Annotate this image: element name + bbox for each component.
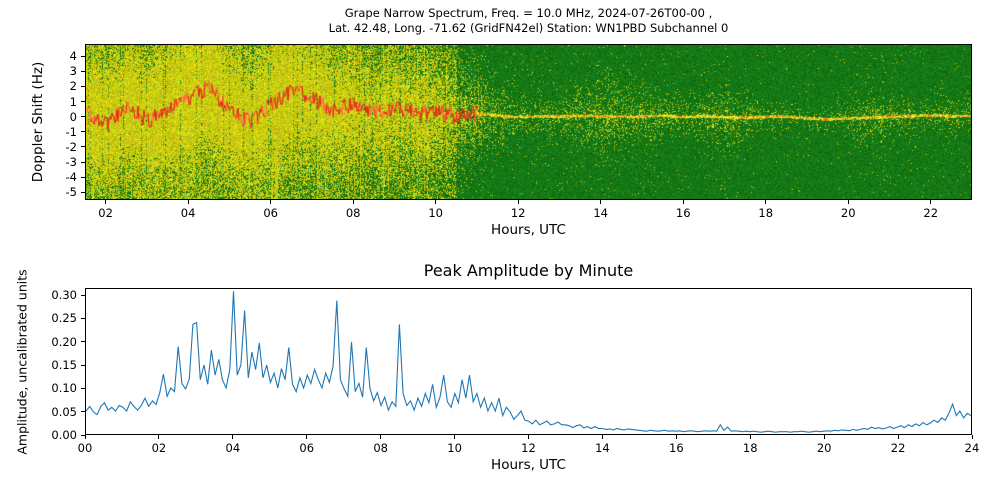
spectrogram-x-tick-label: 18: [758, 206, 774, 220]
spectrogram-xlabel: Hours, UTC: [491, 222, 566, 238]
spectrogram-y-tick-label: 3: [69, 64, 77, 79]
amplitude-x-tick-mark: [601, 435, 603, 439]
amplitude-x-tick-label: 22: [890, 441, 906, 455]
spectrogram-x-tick-label: 12: [510, 206, 526, 220]
amplitude-y-tick-mark: [81, 294, 85, 296]
amplitude-x-tick-label: 02: [151, 441, 167, 455]
spectrogram-x-tick-label: 06: [263, 206, 278, 220]
spectrogram-y-tick-mark: [81, 116, 85, 118]
spectrogram-x-tick-label: 14: [593, 206, 609, 220]
amplitude-x-tick-label: 24: [964, 441, 980, 455]
spectrogram-y-tick-label: -1: [65, 124, 77, 139]
spectrogram-x-tick-label: 02: [98, 206, 113, 220]
amplitude-x-tick-mark: [823, 435, 825, 439]
spectrogram-y-tick-label: 4: [69, 49, 77, 64]
amplitude-x-tick-label: 12: [521, 441, 536, 455]
amplitude-x-tick-mark: [749, 435, 751, 439]
amplitude-x-tick-label: 14: [595, 441, 610, 455]
spectrogram-y-tick-mark: [81, 176, 85, 178]
spectrogram-x-tick-mark: [270, 200, 272, 204]
amplitude-y-tick-label: 0.05: [51, 404, 77, 419]
spectrogram-x-tick-mark: [352, 200, 354, 204]
spectrogram-x-tick-label: 22: [923, 206, 939, 220]
spectrogram-y-tick-mark: [81, 85, 85, 87]
spectrogram-title-line1: Grape Narrow Spectrum, Freq. = 10.0 MHz,…: [344, 6, 713, 20]
spectrogram-x-tick-mark: [435, 200, 437, 204]
amplitude-xlabel: Hours, UTC: [491, 457, 566, 473]
amplitude-y-tick-mark: [81, 434, 85, 436]
amplitude-x-tick-mark: [528, 435, 529, 439]
amplitude-y-tick-mark: [81, 364, 85, 366]
spectrogram-y-tick-label: -2: [65, 139, 77, 154]
spectrogram-heatmap: [86, 45, 971, 199]
amplitude-x-tick-label: 18: [742, 441, 758, 455]
spectrogram-x-tick-mark: [930, 200, 932, 204]
spectrogram-x-tick-mark: [600, 200, 602, 204]
spectrogram-x-tick-label: 20: [840, 206, 856, 220]
amplitude-x-tick-label: 20: [816, 441, 832, 455]
amplitude-x-tick-label: 06: [299, 441, 315, 455]
spectrogram-x-tick-mark: [105, 200, 107, 204]
amplitude-x-tick-mark: [971, 435, 973, 439]
amplitude-x-tick-mark: [380, 435, 382, 439]
amplitude-y-tick-mark: [81, 411, 85, 413]
spectrogram-x-tick-mark: [517, 200, 519, 204]
spectrogram-y-tick-label: 2: [69, 79, 77, 94]
amplitude-y-tick-label: 0.25: [51, 311, 77, 326]
spectrogram-title: Grape Narrow Spectrum, Freq. = 10.0 MHz,…: [85, 6, 972, 36]
amplitude-y-tick-mark: [81, 317, 85, 319]
spectrogram-x-tick-mark: [187, 200, 189, 204]
amplitude-x-tick-label: 16: [669, 441, 684, 455]
spectrogram-x-tick-label: 08: [345, 206, 361, 220]
amplitude-y-tick-mark: [81, 387, 85, 389]
spectrogram-y-tick-mark: [81, 70, 85, 72]
amplitude-y-tick-mark: [81, 341, 85, 343]
amplitude-y-tick-label: 0.10: [51, 381, 77, 396]
spectrogram-x-tick-mark: [847, 200, 849, 204]
amplitude-x-tick-mark: [84, 435, 86, 439]
amplitude-line: [86, 291, 971, 433]
amplitude-ylabel: Amplitude, uncalibrated units: [14, 269, 30, 455]
amplitude-x-tick-label: 04: [225, 441, 241, 455]
spectrogram-y-tick-label: 0: [69, 109, 77, 124]
spectrogram-y-tick-mark: [81, 101, 85, 103]
amplitude-x-tick-mark: [232, 435, 234, 439]
amplitude-y-tick-label: 0.30: [51, 288, 77, 302]
spectrogram-x-tick-mark: [765, 200, 767, 204]
amplitude-y-tick-label: 0.00: [51, 428, 77, 442]
spectrogram-y-tick-mark: [81, 55, 85, 57]
spectrogram-x-tick-mark: [682, 200, 684, 204]
amplitude-x-tick-mark: [306, 435, 308, 439]
spectrogram-x-tick-label: 10: [428, 206, 443, 220]
amplitude-plot-area: [85, 288, 972, 435]
spectrogram-title-line2: Lat. 42.48, Long. -71.62 (GridFN42el) St…: [328, 21, 729, 35]
amplitude-x-tick-label: 08: [373, 441, 388, 455]
amplitude-x-tick-mark: [897, 435, 899, 439]
amplitude-x-tick-mark: [454, 435, 456, 439]
spectrogram-y-tick-label: -3: [65, 155, 77, 170]
spectrogram-y-tick-label: -4: [65, 170, 77, 185]
spectrogram-y-tick-mark: [81, 146, 85, 148]
spectrogram-x-tick-label: 16: [675, 206, 691, 220]
spectrogram-y-tick-mark: [81, 131, 85, 133]
spectrogram-x-tick-label: 04: [180, 206, 196, 220]
spectrogram-y-tick-mark: [81, 161, 85, 163]
spectrogram-y-tick-mark: [81, 191, 85, 193]
spectrogram-y-tick-label: 1: [69, 94, 77, 109]
amplitude-y-tick-label: 0.15: [51, 358, 77, 372]
spectrogram-y-tick-label: -5: [65, 185, 77, 200]
amplitude-x-tick-mark: [158, 435, 160, 439]
amplitude-x-tick-mark: [675, 435, 677, 439]
spectrogram-plot-area: [85, 44, 972, 200]
amplitude-chart-title: Peak Amplitude by Minute: [423, 261, 634, 280]
amplitude-line-chart: [86, 291, 971, 433]
amplitude-x-tick-label: 00: [77, 441, 93, 455]
amplitude-x-tick-label: 10: [447, 441, 462, 455]
amplitude-y-tick-label: 0.20: [51, 334, 77, 349]
